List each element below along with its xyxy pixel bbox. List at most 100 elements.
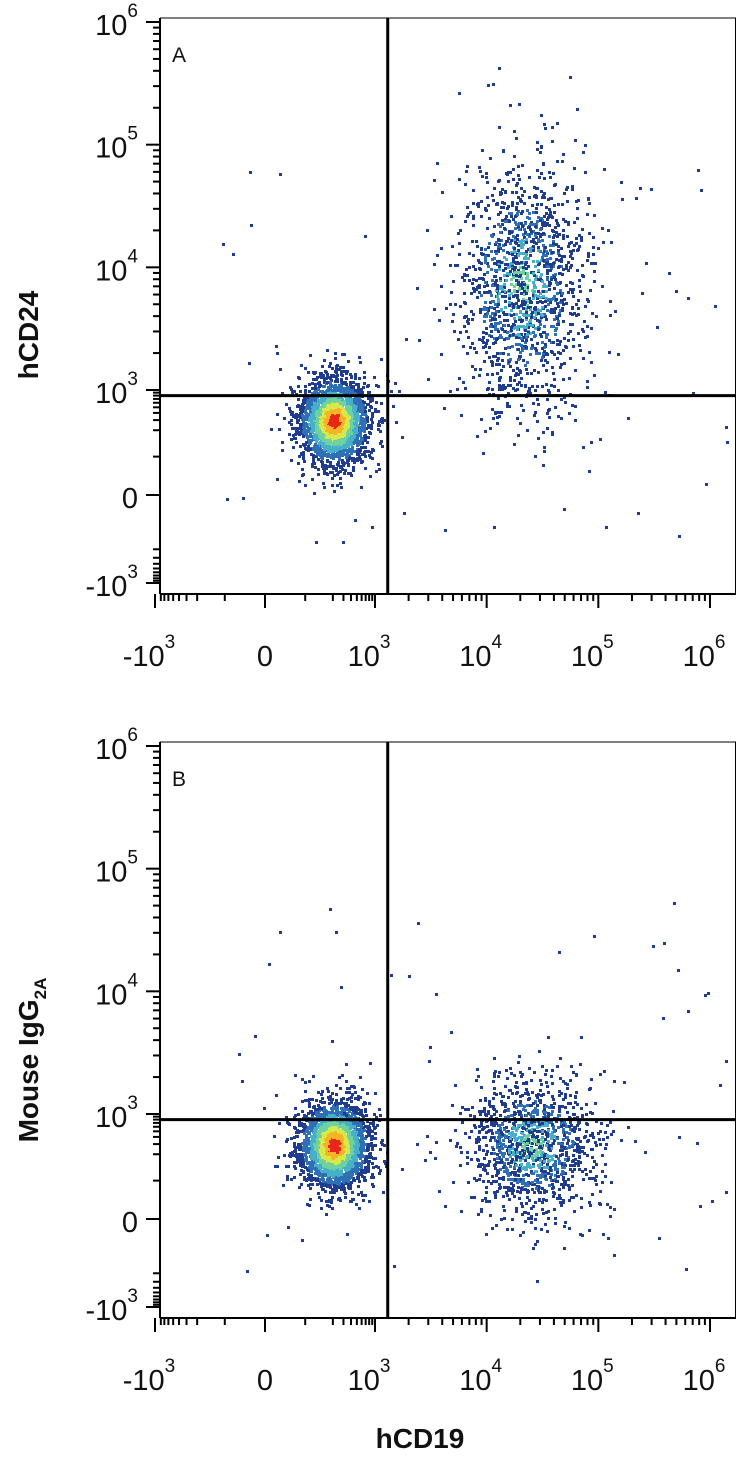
event-point <box>319 424 322 427</box>
event-point <box>564 401 567 404</box>
event-point <box>480 215 483 218</box>
event-point <box>545 262 548 265</box>
event-point <box>504 295 507 298</box>
event-point <box>298 480 301 483</box>
event-point <box>334 416 337 419</box>
event-point <box>304 390 307 393</box>
event-point <box>518 381 521 384</box>
event-point <box>365 415 368 418</box>
event-point <box>327 422 330 425</box>
event-point <box>525 299 528 302</box>
event-point <box>493 307 496 310</box>
event-point <box>560 363 563 366</box>
event-point <box>521 210 524 213</box>
event-point <box>563 362 566 365</box>
event-point <box>593 280 596 283</box>
event-point <box>323 1111 326 1114</box>
event-point <box>498 315 501 318</box>
event-point <box>330 412 333 415</box>
x-tick-exponent: 3 <box>380 632 391 653</box>
event-point <box>542 364 545 367</box>
event-point <box>503 274 506 277</box>
event-point <box>314 399 317 402</box>
event-point <box>512 303 515 306</box>
event-point <box>507 384 510 387</box>
event-point <box>494 412 497 415</box>
event-point <box>464 387 467 390</box>
event-point <box>542 252 545 255</box>
event-point <box>485 342 488 345</box>
event-point <box>364 421 367 424</box>
event-point <box>535 207 538 210</box>
event-point <box>575 303 578 306</box>
event-point <box>525 316 528 319</box>
event-point <box>532 238 535 241</box>
event-point <box>343 443 346 446</box>
event-point <box>529 250 532 253</box>
event-point <box>551 251 554 254</box>
y-tick-label: -103 <box>86 1286 139 1327</box>
event-point <box>552 265 555 268</box>
event-point <box>312 425 315 428</box>
event-point <box>523 290 526 293</box>
event-point <box>336 405 339 408</box>
event-point <box>511 201 514 204</box>
event-point <box>497 397 500 400</box>
event-point <box>506 405 509 408</box>
event-point <box>307 371 310 374</box>
event-point <box>515 208 518 211</box>
event-point <box>536 148 539 151</box>
event-point <box>323 435 326 438</box>
event-point <box>597 247 600 250</box>
event-point <box>330 428 333 431</box>
event-point <box>315 417 318 420</box>
event-point <box>526 323 529 326</box>
event-point <box>542 331 545 334</box>
event-point <box>369 400 372 403</box>
event-point <box>366 417 369 420</box>
event-point <box>306 402 309 405</box>
event-point <box>522 298 525 301</box>
event-point <box>578 279 581 282</box>
event-point <box>306 396 309 399</box>
event-point <box>340 435 343 438</box>
event-point <box>416 287 419 290</box>
event-point <box>536 385 539 388</box>
event-point <box>552 297 555 300</box>
event-point <box>499 193 502 196</box>
event-point <box>378 468 381 471</box>
event-point <box>514 326 517 329</box>
event-point <box>494 325 497 328</box>
y-tick-label: 0 <box>122 483 138 515</box>
event-point <box>526 286 529 289</box>
event-point <box>315 429 318 432</box>
event-point <box>571 313 574 316</box>
event-point <box>530 221 533 224</box>
event-point <box>367 397 370 400</box>
event-point <box>340 370 343 373</box>
event-point <box>314 383 317 386</box>
event-point <box>359 434 362 437</box>
event-point <box>317 425 320 428</box>
event-point <box>346 402 349 405</box>
event-point <box>535 236 538 239</box>
event-point <box>339 430 342 433</box>
event-point <box>514 255 517 258</box>
event-point <box>356 434 359 437</box>
event-point <box>586 298 589 301</box>
event-point <box>536 297 539 300</box>
event-point <box>290 1137 293 1140</box>
event-point <box>537 403 540 406</box>
event-point <box>466 206 469 209</box>
event-point <box>325 467 328 470</box>
event-point <box>367 1148 370 1151</box>
event-point <box>339 414 342 417</box>
event-point <box>539 278 542 281</box>
event-point <box>359 1149 362 1152</box>
event-point <box>564 220 567 223</box>
event-point <box>516 294 519 297</box>
event-point <box>503 338 506 341</box>
event-point <box>317 399 320 402</box>
event-point <box>367 384 370 387</box>
event-point <box>510 278 513 281</box>
